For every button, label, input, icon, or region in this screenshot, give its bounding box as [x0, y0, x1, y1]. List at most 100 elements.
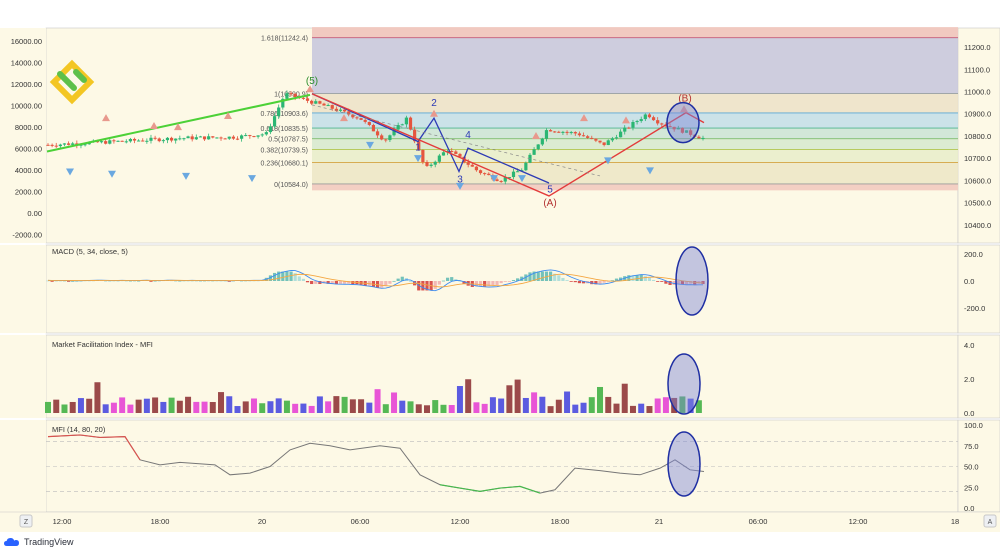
price-pane-right-axis: [957, 27, 1000, 244]
candle-body: [174, 138, 178, 141]
mfi-index-pane-left-axis: [0, 335, 46, 418]
candle-body: [178, 138, 182, 140]
macd-bar: [660, 281, 664, 282]
mfi-index-bar: [176, 400, 183, 413]
mfi-index-bar: [531, 392, 538, 413]
candle-body: [619, 131, 623, 138]
fractal-up-marker: [150, 121, 158, 129]
candle-body: [590, 137, 594, 139]
auto-scale-button[interactable]: A: [983, 514, 997, 528]
macd-bar: [528, 272, 532, 281]
candle-body: [573, 132, 577, 134]
macd-bar: [408, 280, 413, 282]
macd-bar: [384, 281, 388, 287]
mfi-index-bar: [94, 382, 101, 413]
price-left-tick: 12000.00: [11, 80, 42, 89]
candle-body: [606, 140, 610, 146]
macd-bar: [565, 280, 569, 281]
macd-bar: [548, 271, 553, 281]
candle-body: [553, 131, 557, 133]
mfi-index-bars: [45, 379, 702, 413]
tradingview-footer[interactable]: TradingView: [4, 534, 74, 550]
macd-bar: [108, 280, 112, 282]
mfi-index-right-tick: 0.0: [964, 409, 974, 418]
candle-body: [647, 114, 652, 118]
macd-bar: [511, 280, 516, 281]
mfi-index-bar: [119, 397, 126, 413]
macd-bar: [647, 277, 652, 281]
candle-body: [104, 141, 108, 144]
candle-body: [62, 143, 67, 145]
candle-body: [272, 116, 277, 127]
fractal-up-marker: [580, 114, 588, 122]
zoom-button-label: Z: [24, 519, 29, 526]
candle-body: [610, 138, 614, 141]
fractal-down-marker: [182, 172, 190, 180]
mfi-index-bar: [160, 401, 167, 413]
candle-body: [561, 131, 565, 133]
fib-zone-top: [312, 27, 958, 38]
time-axis-label: 18:00: [551, 517, 570, 526]
macd-bar: [462, 281, 466, 284]
macd-bar: [577, 281, 582, 284]
fib-level-label: 0.236(10680.1): [261, 161, 308, 168]
macd-bar: [318, 281, 322, 285]
macd-bar: [194, 280, 198, 282]
candle-body: [305, 98, 310, 101]
candle-body: [149, 137, 153, 141]
mfi-index-bar: [341, 396, 348, 413]
candle-body: [141, 140, 145, 142]
candle-body: [289, 93, 293, 95]
candle-body: [684, 130, 689, 133]
fib-level-label: 1.618(11242.4): [261, 36, 308, 43]
mfi-index-bar: [349, 399, 356, 413]
fib-level-label: 0.618(10835.5): [261, 126, 308, 133]
mfi-oversold-segment: [439, 484, 541, 494]
macd-bar: [503, 281, 507, 282]
candle-body: [470, 164, 474, 167]
mfi-title: MFI (14, 80, 20): [52, 425, 106, 434]
mfi-index-bar: [629, 405, 636, 413]
price-right-tick: 10500.0: [964, 199, 991, 208]
candle-body: [46, 144, 50, 146]
mfi-index-bar: [465, 379, 472, 413]
fib-zone: [312, 162, 958, 184]
macd-bar: [153, 280, 157, 282]
candle-body: [50, 144, 54, 146]
mfi-index-bar: [547, 406, 554, 413]
mfi-index-bar: [77, 398, 84, 413]
wave-label: 2: [431, 98, 437, 109]
macd-bar: [289, 271, 293, 281]
fractal-down-marker: [366, 141, 374, 149]
macd-bar: [392, 280, 396, 282]
candle-body: [380, 135, 384, 140]
zoom-button[interactable]: Z: [19, 514, 33, 528]
macd-pane-right-axis: [957, 244, 1000, 334]
macd-bar: [219, 280, 223, 282]
mfi-index-bar: [193, 401, 200, 413]
candle-body: [157, 138, 161, 142]
macd-bar: [137, 280, 141, 282]
mfi-index-bar: [654, 398, 661, 413]
fractal-down-marker: [414, 155, 422, 163]
mfi-index-bar: [300, 403, 307, 413]
mfi-index-right-tick: 4.0: [964, 341, 974, 350]
macd-bar: [491, 281, 495, 286]
mfi-index-bar: [456, 386, 463, 413]
mfi-index-bar: [209, 402, 216, 413]
mfi-index-bar: [415, 404, 422, 413]
candle-body: [557, 131, 561, 133]
fractal-up-marker: [430, 109, 438, 117]
macd-bar: [610, 280, 614, 282]
macd-bar: [680, 281, 685, 285]
macd-bar: [581, 281, 586, 284]
price-left-tick: 0.00: [27, 209, 42, 218]
macd-bar: [656, 281, 660, 282]
mfi-index-bar: [613, 403, 620, 413]
macd-bar: [178, 280, 182, 282]
candle-body: [516, 171, 520, 173]
candle-body: [112, 140, 116, 142]
macd-bar: [186, 280, 190, 282]
candle-body: [437, 155, 441, 162]
